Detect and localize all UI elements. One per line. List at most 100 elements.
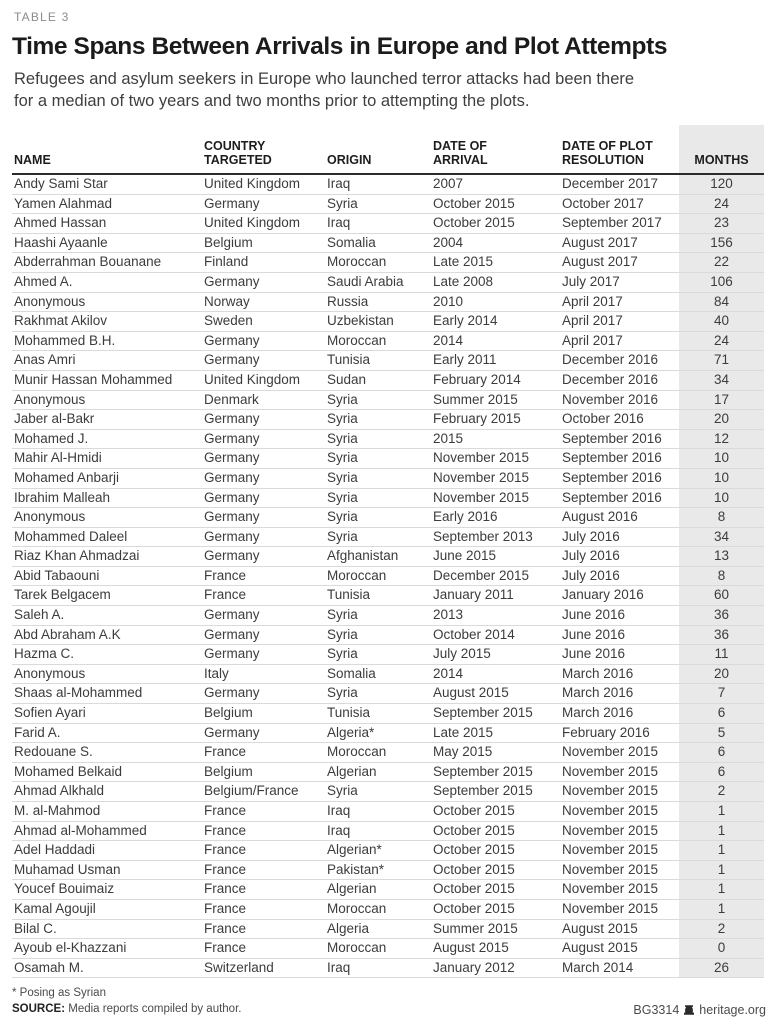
page-footer: * Posing as Syrian SOURCE: Media reports… xyxy=(12,985,766,1017)
cell-country-targeted: Germany xyxy=(202,507,325,528)
table-row: Anas Amri Germany Tunisia Early 2011 Decembe… xyxy=(12,350,764,371)
cell-name: Riaz Khan Ahmadzai xyxy=(12,546,202,567)
cell-date-of-arrival: Summer 2015 xyxy=(431,919,560,940)
table-row: M. al-Mahmod France Iraq October 2015 Novemb… xyxy=(12,801,764,822)
cell-name: Mohamed J. xyxy=(12,429,202,450)
cell-months: 1 xyxy=(679,860,764,881)
column-header-name: NAME xyxy=(12,125,202,175)
cell-months: 24 xyxy=(679,194,764,215)
cell-months: 1 xyxy=(679,899,764,920)
cell-origin: Syria xyxy=(325,448,431,469)
website-text: heritage.org xyxy=(699,1003,766,1017)
table-row: Bilal C. France Algeria Summer 2015 August 2… xyxy=(12,919,764,940)
cell-date-of-arrival: February 2014 xyxy=(431,370,560,391)
cell-date-of-plot-resolution: November 2015 xyxy=(560,781,679,802)
cell-date-of-plot-resolution: August 2017 xyxy=(560,252,679,273)
cell-origin: Saudi Arabia xyxy=(325,272,431,293)
cell-origin: Afghanistan xyxy=(325,546,431,567)
column-header-date-of-arrival: DATE OF ARRIVAL xyxy=(431,125,560,175)
cell-origin: Russia xyxy=(325,292,431,313)
cell-origin: Moroccan xyxy=(325,938,431,959)
table-row: Osamah M. Switzerland Iraq January 2012 Marc… xyxy=(12,958,764,979)
cell-name: Anonymous xyxy=(12,664,202,685)
cell-date-of-plot-resolution: March 2016 xyxy=(560,683,679,705)
cell-country-targeted: Norway xyxy=(202,292,325,313)
column-header-label: COUNTRY TARGETED xyxy=(204,139,272,167)
cell-name: Redouane S. xyxy=(12,742,202,763)
cell-origin: Algeria* xyxy=(325,723,431,744)
cell-months: 20 xyxy=(679,409,764,430)
table-row: Ahmad Alkhald Belgium/France Syria Septembe… xyxy=(12,781,764,802)
cell-months: 34 xyxy=(679,370,764,391)
table-row: Abid Tabaouni France Moroccan December 2015… xyxy=(12,566,764,587)
cell-months: 34 xyxy=(679,527,764,548)
cell-date-of-arrival: January 2011 xyxy=(431,585,560,607)
cell-date-of-plot-resolution: December 2016 xyxy=(560,350,679,371)
cell-date-of-arrival: January 2012 xyxy=(431,958,560,979)
cell-origin: Syria xyxy=(325,468,431,489)
cell-country-targeted: France xyxy=(202,585,325,607)
cell-origin: Moroccan xyxy=(325,252,431,273)
table-row: Mohammed B.H. Germany Moroccan 2014 April 20… xyxy=(12,331,764,352)
cell-country-targeted: Germany xyxy=(202,625,325,646)
cell-country-targeted: Germany xyxy=(202,723,325,744)
cell-country-targeted: United Kingdom xyxy=(202,213,325,234)
table-row: Mahir Al-Hmidi Germany Syria November 2015 S… xyxy=(12,448,764,469)
table-row: Abderrahman Bouanane Finland Moroccan Late … xyxy=(12,252,764,273)
cell-date-of-arrival: October 2015 xyxy=(431,899,560,920)
footer-notes: * Posing as Syrian SOURCE: Media reports… xyxy=(12,985,241,1017)
cell-country-targeted: France xyxy=(202,821,325,842)
cell-date-of-arrival: October 2015 xyxy=(431,860,560,881)
cell-date-of-arrival: October 2015 xyxy=(431,194,560,215)
cell-date-of-plot-resolution: December 2017 xyxy=(560,174,679,195)
column-header-months: MONTHS xyxy=(679,125,764,175)
cell-date-of-plot-resolution: March 2016 xyxy=(560,703,679,724)
cell-country-targeted: Germany xyxy=(202,683,325,705)
table-row: Kamal Agoujil France Moroccan October 2015 N… xyxy=(12,899,764,920)
cell-date-of-arrival: 2007 xyxy=(431,174,560,195)
cell-date-of-plot-resolution: September 2016 xyxy=(560,429,679,450)
cell-date-of-plot-resolution: February 2016 xyxy=(560,723,679,744)
cell-origin: Syria xyxy=(325,644,431,665)
cell-date-of-arrival: Late 2015 xyxy=(431,723,560,744)
cell-date-of-arrival: November 2015 xyxy=(431,448,560,469)
cell-country-targeted: Germany xyxy=(202,331,325,352)
cell-name: Adel Haddadi xyxy=(12,840,202,861)
table-row: Mohamed Belkaid Belgium Algerian September … xyxy=(12,762,764,783)
cell-date-of-arrival: 2004 xyxy=(431,233,560,254)
cell-date-of-plot-resolution: October 2016 xyxy=(560,409,679,430)
table-row: Munir Hassan Mohammed United Kingdom Sudan… xyxy=(12,370,764,391)
source-label: SOURCE: xyxy=(12,1003,66,1015)
cell-date-of-plot-resolution: August 2016 xyxy=(560,507,679,528)
cell-months: 40 xyxy=(679,311,764,332)
cell-origin: Syria xyxy=(325,409,431,430)
cell-origin: Moroccan xyxy=(325,742,431,763)
cell-date-of-plot-resolution: September 2016 xyxy=(560,488,679,509)
cell-country-targeted: France xyxy=(202,899,325,920)
table-row: Anonymous Germany Syria Early 2016 August 20… xyxy=(12,507,764,528)
cell-country-targeted: Germany xyxy=(202,468,325,489)
cell-name: Mohammed B.H. xyxy=(12,331,202,352)
table-row: Sofien Ayari Belgium Tunisia September 2015… xyxy=(12,703,764,724)
cell-name: Yamen Alahmad xyxy=(12,194,202,215)
table-row: Mohamed Anbarji Germany Syria November 2015… xyxy=(12,468,764,489)
cell-months: 36 xyxy=(679,625,764,646)
column-header-label: NAME xyxy=(14,153,51,167)
cell-country-targeted: Germany xyxy=(202,546,325,567)
cell-origin: Syria xyxy=(325,390,431,411)
cell-country-targeted: Belgium xyxy=(202,703,325,724)
source-line: SOURCE: Media reports compiled by author… xyxy=(12,1001,241,1017)
cell-country-targeted: Switzerland xyxy=(202,958,325,979)
table-row: Abd Abraham A.K Germany Syria October 2014 J… xyxy=(12,625,764,646)
table-row: Anonymous Norway Russia 2010 April 2017 84 xyxy=(12,292,764,313)
cell-name: Haashi Ayaanle xyxy=(12,233,202,254)
cell-date-of-arrival: 2015 xyxy=(431,429,560,450)
cell-country-targeted: France xyxy=(202,840,325,861)
cell-origin: Tunisia xyxy=(325,350,431,371)
cell-months: 17 xyxy=(679,390,764,411)
cell-origin: Iraq xyxy=(325,174,431,195)
cell-months: 24 xyxy=(679,331,764,352)
cell-months: 71 xyxy=(679,350,764,371)
cell-date-of-arrival: September 2013 xyxy=(431,527,560,548)
cell-date-of-arrival: December 2015 xyxy=(431,566,560,587)
